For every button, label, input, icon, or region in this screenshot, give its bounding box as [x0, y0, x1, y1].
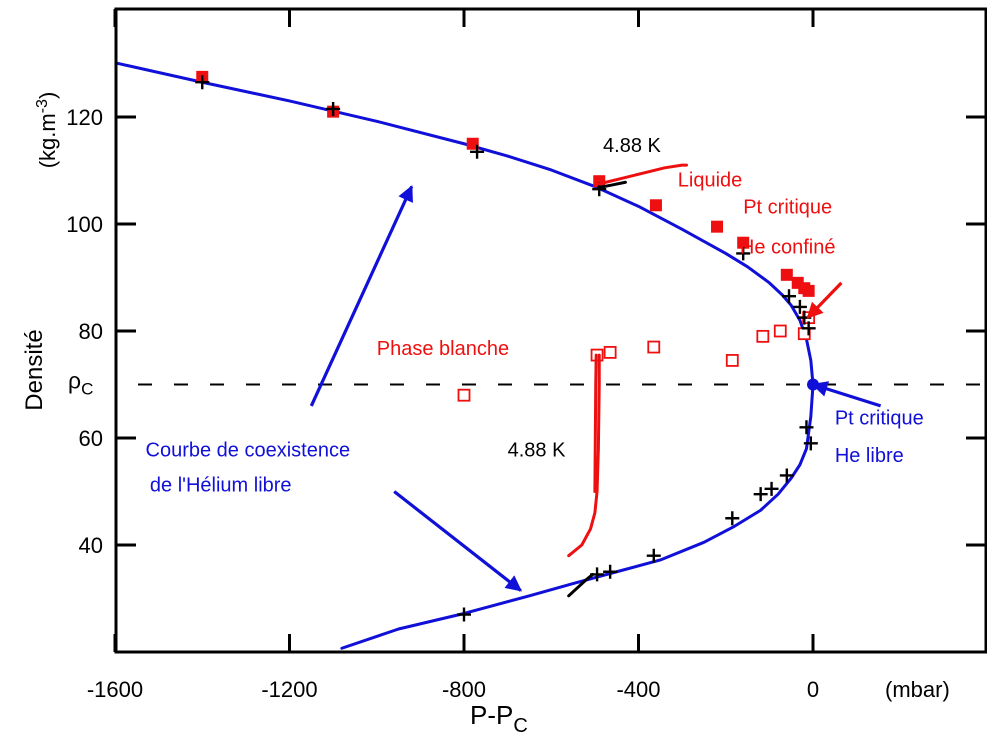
annotation-text-2: Pt critique [743, 196, 832, 218]
y-axis-title: Densité [21, 329, 48, 410]
rho-c-subscript: C [81, 380, 93, 399]
annotation-text-3: He confiné [740, 236, 836, 258]
annotation-text-9: de l'Hélium libre [150, 475, 292, 497]
rho-c-label: ρC [68, 368, 93, 399]
data-point-plus [603, 564, 618, 579]
data-point-plus [782, 289, 797, 304]
data-point-plus [753, 487, 768, 502]
data-point-plus [195, 75, 210, 90]
data-point-plus [457, 607, 471, 622]
series-curve-4 [597, 163, 688, 186]
annotation-text-8: Courbe de coexistence [146, 440, 351, 462]
series-curve-0 [116, 61, 815, 650]
annotation-text-5: 4.88 K [508, 440, 566, 462]
y-tick-label: 120 [66, 105, 103, 130]
x-tick-label: -1600 [87, 677, 143, 702]
x-tick-label: -400 [616, 677, 660, 702]
rho-c-symbol: ρ [68, 368, 81, 394]
series-curve-8 [567, 572, 595, 598]
annotation-text-7: He libre [835, 445, 904, 467]
chart-marks [116, 61, 986, 650]
plot-area [116, 61, 986, 650]
series-curve-6 [567, 353, 601, 558]
y-axis-unit: (kg.m-3) [34, 92, 60, 169]
data-point-open-square [756, 329, 770, 343]
annotation-text-6: Pt critique [835, 408, 924, 430]
annotation-arrow-3 [811, 381, 882, 408]
data-point-plus [799, 420, 814, 435]
y-unit-close: ) [35, 92, 60, 99]
y-tick-label: 60 [79, 426, 103, 451]
data-point-filled-square [466, 137, 479, 150]
data-point-filled-square [649, 199, 662, 212]
data-point-filled-square [711, 220, 724, 233]
x-axis-title: P-PC [470, 700, 528, 736]
data-point-plus [792, 299, 807, 314]
annotation-arrow-2 [806, 281, 843, 319]
x-tick-label: -1200 [261, 677, 317, 702]
data-point-open-square [773, 324, 787, 338]
series-curve-5 [596, 180, 627, 190]
annotation-text-0: 4.88 K [603, 135, 661, 157]
data-point-plus [779, 468, 794, 483]
y-unit-main: (kg.m [35, 113, 60, 168]
data-point-open-square [457, 388, 471, 402]
y-unit-exponent: -3 [34, 99, 51, 113]
data-point-plus [801, 321, 816, 336]
data-point-plus [725, 511, 740, 526]
data-point-filled-square [737, 236, 750, 249]
x-axis-title-sub: C [513, 715, 527, 736]
y-tick-label: 40 [79, 533, 103, 558]
y-tick-label: 80 [79, 319, 103, 344]
data-point-plus [470, 144, 485, 159]
x-unit-label: (mbar) [885, 677, 950, 702]
data-point-open-square [647, 340, 661, 354]
data-point-plus [646, 548, 661, 563]
data-point-plus [736, 246, 751, 261]
data-point-open-square [725, 354, 739, 367]
data-point-filled-square [802, 284, 815, 297]
data-point-plus [326, 101, 341, 116]
y-tick-label: 100 [66, 212, 103, 237]
data-point-plus [764, 481, 779, 496]
x-axis-title-main: P-P [470, 700, 513, 730]
annotation-arrow-0 [309, 185, 414, 407]
axes: -1600 -1200 -800 -400 0 40 60 80 100 120 ρC [66, 9, 986, 702]
plot-frame [114, 7, 987, 654]
x-tick-label: 0 [807, 677, 819, 702]
data-point-open-square [603, 345, 617, 359]
annotation-arrow-1 [393, 490, 522, 592]
series-curve-7 [593, 353, 598, 493]
annotation-text-1: Liquide [678, 170, 743, 192]
x-tick-label: -800 [442, 677, 486, 702]
data-point-filled-square [780, 268, 793, 281]
annotation-text-4: Phase blanche [377, 338, 509, 360]
data-point-plus [803, 436, 818, 451]
